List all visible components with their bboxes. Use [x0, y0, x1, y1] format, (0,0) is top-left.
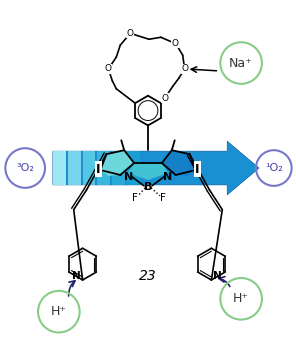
Text: N: N: [72, 271, 81, 281]
FancyBboxPatch shape: [112, 151, 125, 185]
FancyBboxPatch shape: [127, 151, 140, 185]
Text: 23: 23: [139, 269, 157, 283]
Text: N: N: [123, 172, 133, 182]
Text: N: N: [213, 271, 222, 281]
Text: O: O: [161, 94, 168, 103]
FancyBboxPatch shape: [53, 151, 66, 185]
Text: H⁺: H⁺: [233, 292, 249, 305]
Text: I: I: [195, 163, 200, 176]
Text: O: O: [105, 64, 112, 73]
Text: ³O₂: ³O₂: [16, 163, 34, 173]
Text: I: I: [96, 163, 101, 176]
FancyBboxPatch shape: [83, 151, 96, 185]
FancyBboxPatch shape: [97, 151, 110, 185]
Text: Na⁺: Na⁺: [229, 57, 253, 70]
Polygon shape: [162, 150, 196, 176]
Polygon shape: [128, 163, 168, 180]
Polygon shape: [100, 150, 134, 176]
FancyBboxPatch shape: [68, 151, 81, 185]
Text: F: F: [132, 193, 138, 203]
Text: N: N: [163, 172, 173, 182]
Text: B: B: [144, 182, 152, 192]
Text: O: O: [181, 64, 188, 73]
Polygon shape: [53, 141, 259, 195]
Text: F: F: [160, 193, 166, 203]
Text: ¹O₂: ¹O₂: [265, 163, 283, 173]
Text: O: O: [127, 29, 134, 38]
Text: O: O: [171, 39, 178, 48]
Text: H⁺: H⁺: [51, 305, 67, 318]
